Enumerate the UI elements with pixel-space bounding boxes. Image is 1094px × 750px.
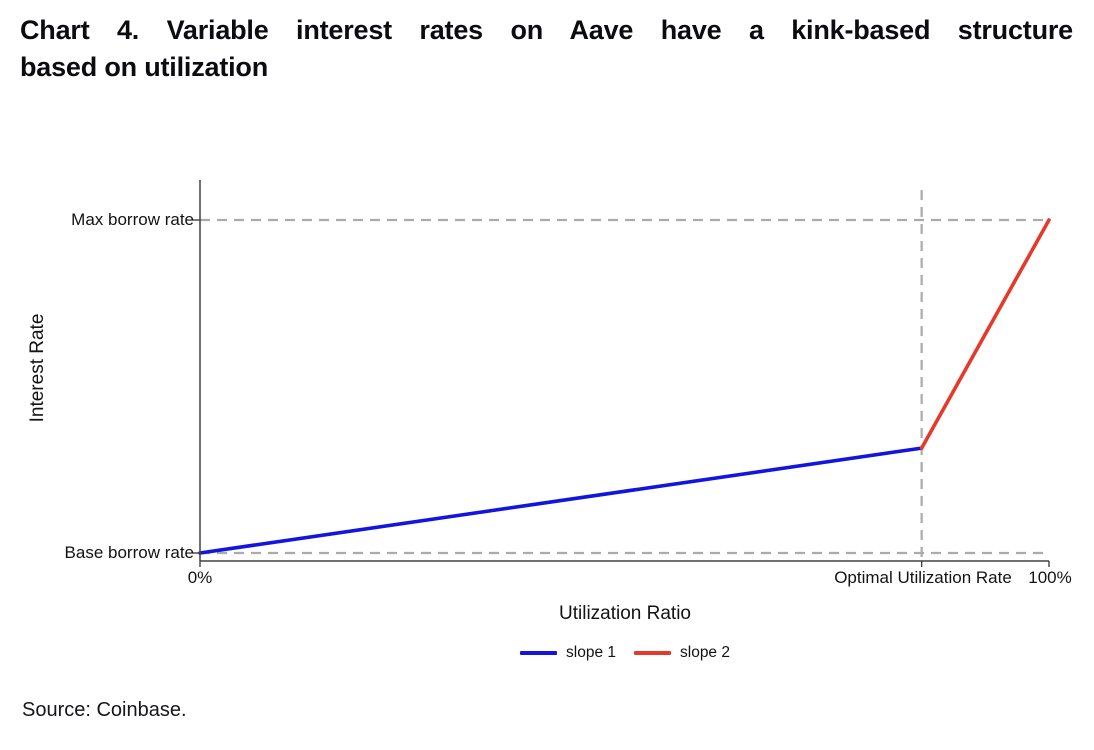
reference-lines-layer — [200, 190, 1048, 561]
chart-title-line-2: based on utilization — [20, 52, 269, 82]
series-lines-layer — [198, 218, 1051, 555]
series-line-slope-1 — [198, 446, 924, 555]
x-axis-title: Utilization Ratio — [559, 603, 691, 624]
y-tick-label-base-borrow-rate: Base borrow rate — [64, 543, 194, 562]
legend-label-slope-1: slope 1 — [566, 644, 616, 661]
x-tick-label-optimal-utilization-rate: Optimal Utilization Rate — [834, 568, 1012, 587]
legend-swatch-slope-1-line — [520, 651, 558, 655]
legend-item-slope-1: slope 1 — [520, 644, 616, 662]
series-line-slope-2 — [919, 218, 1051, 450]
y-axis-title: Interest Rate — [27, 313, 48, 423]
tick-marks-layer — [193, 219, 1050, 567]
x-tick-label-0-percent: 0% — [187, 568, 213, 587]
legend-swatch-slope-2-line — [634, 651, 671, 655]
x-tick-label-100-percent: 100% — [1028, 568, 1072, 587]
legend-label-slope-2: slope 2 — [680, 644, 730, 661]
chart-title-line-1: Chart 4. Variable interest rates on Aave… — [20, 15, 1073, 45]
source-note: Source: Coinbase. — [22, 699, 187, 721]
axes-layer — [199, 180, 1049, 562]
legend-item-slope-2: slope 2 — [634, 644, 730, 662]
y-tick-label-max-borrow-rate: Max borrow rate — [71, 210, 194, 229]
chart-title: Chart 4. Variable interest rates on Aave… — [20, 12, 1073, 86]
legend: slope 1 slope 2 — [520, 644, 730, 662]
